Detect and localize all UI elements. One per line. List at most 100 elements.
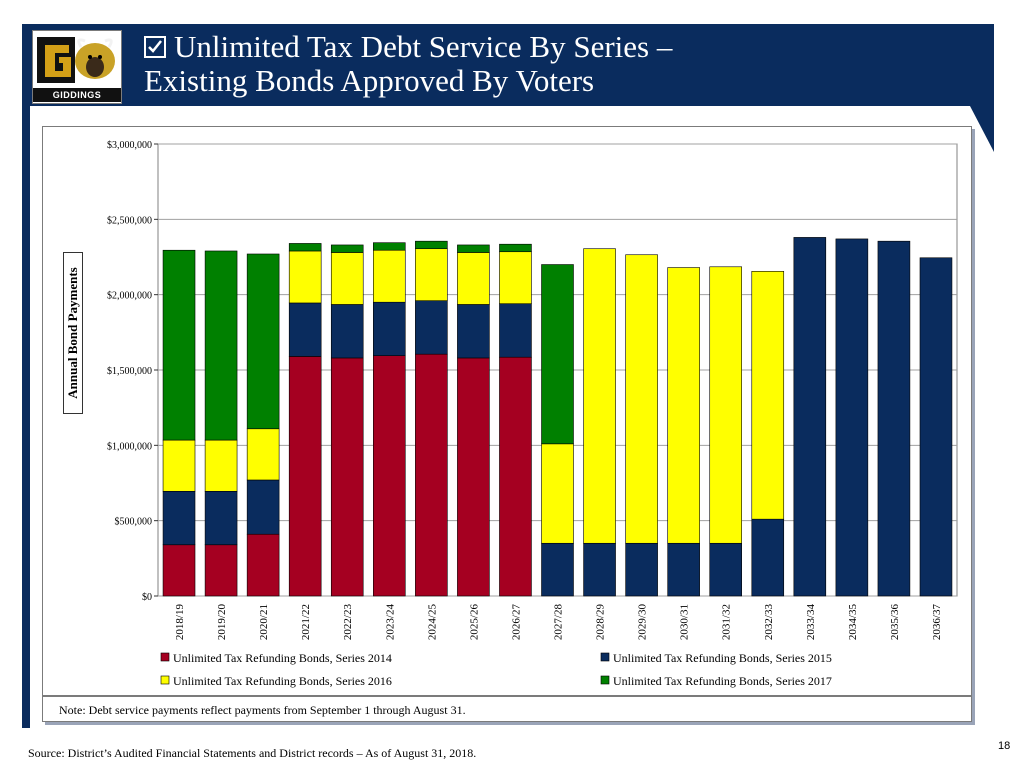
x-tick-label: 2025/26	[468, 604, 480, 641]
x-tick-label: 2030/31	[679, 604, 691, 640]
logo-text: GIDDINGS	[33, 88, 121, 102]
bar-segment	[373, 301, 406, 356]
bar-segment	[583, 248, 616, 544]
bar-segment	[457, 304, 490, 359]
bar-segment	[499, 251, 532, 305]
title-line-1-text: Unlimited Tax Debt Service By Series –	[174, 29, 673, 64]
x-tick-label: 2019/20	[216, 604, 228, 641]
bar-segment	[415, 240, 448, 250]
bar-segment	[162, 249, 196, 441]
y-tick-label: $1,500,000	[107, 366, 152, 377]
bar-segment	[204, 544, 238, 597]
y-tick-label: $1,000,000	[107, 441, 152, 452]
bar-segment	[330, 244, 364, 253]
bar-segment	[541, 443, 574, 544]
bar-segment	[288, 302, 322, 357]
bar-segment	[499, 356, 532, 597]
y-axis-label-box: Annual Bond Payments	[63, 252, 83, 414]
checkbox-icon	[144, 36, 166, 58]
y-tick-label: $3,000,000	[107, 140, 152, 151]
bar-segment	[246, 428, 280, 481]
bar-segment	[162, 490, 196, 546]
x-tick-label: 2036/37	[931, 604, 943, 641]
x-tick-label: 2035/36	[889, 604, 901, 641]
bar-segment	[709, 542, 742, 597]
district-logo: GIDDINGS	[32, 30, 122, 104]
y-tick-label: $0	[142, 592, 152, 603]
bar-segment	[373, 249, 406, 303]
bar-segment	[288, 356, 322, 597]
bar-segment	[583, 542, 616, 597]
bar-segment	[246, 533, 280, 597]
x-axis-ticks: 2018/19 2019/20 2020/21 2021/22 2022/23 2023/…	[174, 604, 943, 641]
y-tick-label: $500,000	[115, 517, 153, 528]
bar-segment	[667, 542, 700, 597]
logo-graphic	[37, 37, 115, 83]
bar-segment	[751, 271, 785, 520]
legend-label: Unlimited Tax Refunding Bonds, Series 20…	[173, 651, 392, 665]
bar-segment	[499, 303, 532, 358]
x-tick-label: 2022/23	[342, 604, 354, 641]
y-tick-label: $2,000,000	[107, 291, 152, 302]
legend-swatch	[160, 675, 170, 685]
bar-segment	[204, 439, 238, 492]
title-line-2: Existing Bonds Approved By Voters	[144, 63, 595, 98]
bar-segment	[330, 252, 364, 305]
left-accent-bar	[22, 106, 30, 728]
source-text: Source: District’s Audited Financial Sta…	[28, 746, 477, 760]
bar-segment	[541, 542, 574, 597]
x-tick-label: 2021/22	[300, 604, 312, 640]
bar-segment	[457, 252, 490, 305]
bar-segment	[204, 250, 238, 441]
page-title: Unlimited Tax Debt Service By Series – E…	[144, 30, 672, 98]
x-tick-label: 2018/19	[174, 604, 186, 641]
x-tick-label: 2029/30	[637, 604, 649, 641]
legend-label: Unlimited Tax Refunding Bonds, Series 20…	[173, 674, 392, 688]
debt-service-chart: $0 $500,000 $1,000,000 $1,500,000 $2,000,000…	[107, 140, 958, 688]
bar-segment	[919, 257, 953, 597]
bar-segment	[246, 479, 280, 535]
y-axis-label: Annual Bond Payments	[65, 267, 80, 399]
x-tick-label: 2033/34	[805, 604, 817, 641]
page-number: 18	[998, 740, 1011, 752]
x-tick-label: 2031/32	[721, 604, 733, 640]
legend-label: Unlimited Tax Refunding Bonds, Series 20…	[613, 651, 832, 665]
x-tick-label: 2032/33	[763, 604, 775, 641]
bar-segment	[330, 304, 364, 359]
bar-segment	[373, 242, 406, 251]
bar-segment	[625, 254, 658, 544]
bar-segment	[751, 518, 785, 597]
bar-segment	[457, 357, 490, 597]
legend-swatch	[600, 652, 610, 662]
x-tick-label: 2023/24	[384, 604, 396, 641]
bar-segment	[877, 240, 911, 597]
y-axis-ticks: $0 $500,000 $1,000,000 $1,500,000 $2,000,000…	[107, 140, 158, 603]
header-corner-accent	[970, 106, 994, 152]
bar-segment	[288, 243, 322, 252]
x-tick-label: 2028/29	[595, 604, 607, 641]
bar-segment	[793, 237, 827, 597]
title-line-1: Unlimited Tax Debt Service By Series –	[144, 30, 672, 64]
legend-swatch	[160, 652, 170, 662]
header-bar	[22, 24, 994, 106]
bar-segment	[288, 250, 322, 304]
bar-segment	[373, 355, 406, 597]
bar-segment	[246, 253, 280, 430]
bar-segment	[162, 544, 196, 597]
legend-label: Unlimited Tax Refunding Bonds, Series 20…	[613, 674, 832, 688]
note: Note: Debt service payments reflect paym…	[42, 696, 972, 722]
bar-segment	[541, 264, 574, 445]
bar-segment	[835, 238, 869, 597]
bar-segment	[457, 244, 490, 253]
bar-segment	[330, 357, 364, 597]
bar-segment	[667, 267, 700, 544]
bar-segment	[162, 439, 196, 492]
bar-segment	[625, 542, 658, 597]
bar-segment	[204, 490, 238, 546]
bar-segment	[415, 353, 448, 597]
x-tick-label: 2020/21	[258, 604, 270, 640]
bar-segment	[499, 243, 532, 253]
x-tick-label: 2034/35	[847, 604, 859, 641]
bar-segment	[415, 300, 448, 355]
x-tick-label: 2026/27	[510, 604, 522, 641]
